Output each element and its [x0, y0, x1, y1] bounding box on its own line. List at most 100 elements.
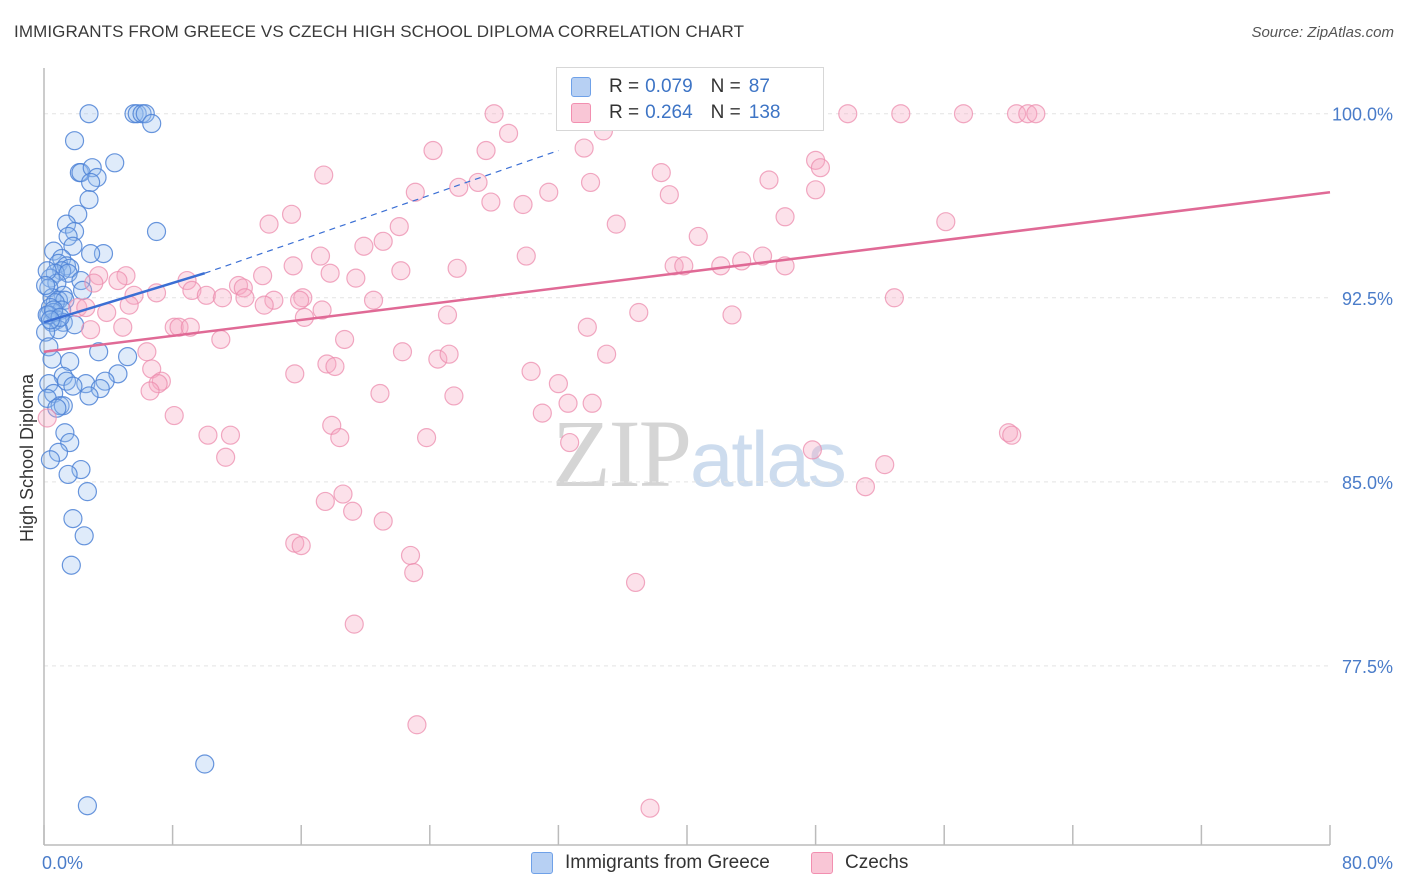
czechs-point	[212, 288, 233, 308]
czechs-point	[574, 138, 594, 158]
czechs-point	[317, 354, 337, 374]
axes	[43, 68, 1331, 846]
greece-point	[135, 104, 155, 124]
greece-point	[61, 555, 81, 575]
czechs-point	[235, 288, 255, 308]
series-czechs-points	[37, 104, 1046, 818]
czechs-point	[180, 317, 200, 337]
czechs-point	[810, 158, 831, 178]
source-credit: Source: ZipAtlas.com	[1251, 24, 1394, 41]
czechs-point	[312, 300, 332, 320]
czechs-point	[281, 204, 302, 224]
greece-point	[105, 153, 125, 173]
czechs-point	[81, 320, 101, 340]
czechs-point	[759, 170, 779, 190]
correlation-legend: R = 0.079 N = 87 R = 0.264 N = 138	[556, 67, 824, 131]
czechs-point	[597, 344, 617, 364]
czechs-point	[289, 290, 310, 310]
czechs-point	[651, 163, 671, 183]
greece-point	[40, 450, 61, 470]
czechs-point	[875, 455, 895, 475]
legend-r-label: R =	[609, 76, 640, 97]
legend-n-value-czechs: 138	[748, 102, 781, 123]
czechs-point	[449, 177, 469, 197]
czechs-point	[407, 715, 427, 735]
czechs-trend-line	[43, 191, 1331, 353]
greece-point	[81, 172, 101, 193]
czechs-point	[373, 231, 393, 251]
greece-point	[55, 423, 75, 443]
czechs-point	[805, 180, 826, 200]
czechs-point	[1006, 104, 1027, 124]
czechs-point	[625, 572, 646, 593]
czechs-point	[283, 256, 303, 276]
czechs-point	[580, 172, 601, 193]
greece-point	[63, 236, 83, 256]
legend-n-value-greece: 87	[748, 76, 770, 97]
czechs-point	[389, 217, 409, 237]
watermark-zip: ZIP	[552, 400, 692, 507]
greece-point	[82, 158, 102, 178]
legend-n-label: N =	[710, 102, 741, 123]
czechs-point	[233, 278, 253, 298]
czechs-point	[113, 317, 133, 337]
greece-point	[64, 221, 85, 242]
czechs-point	[444, 386, 464, 406]
czechs-point	[259, 214, 279, 234]
czechs-point	[137, 342, 157, 362]
czechs-point	[1026, 104, 1046, 124]
greece-point	[89, 342, 109, 362]
czechs-point	[484, 104, 504, 124]
czechs-point	[447, 258, 467, 278]
greece-point	[195, 754, 215, 774]
czechs-point	[513, 194, 533, 215]
czechs-point	[363, 290, 384, 310]
watermark-atlas: atlas	[690, 415, 847, 503]
greece-point	[77, 482, 98, 502]
czechs-point	[404, 563, 424, 583]
czechs-point	[310, 246, 331, 266]
czechs-point	[548, 374, 569, 394]
czechs-point	[37, 408, 57, 428]
czechs-point	[953, 104, 974, 124]
czechs-point	[582, 393, 602, 413]
y-tick-label: 100.0%	[1332, 105, 1393, 125]
czechs-point	[196, 285, 216, 305]
czechs-point	[216, 447, 236, 467]
legend-r-value-greece: 0.079	[645, 76, 693, 97]
greece-point	[42, 349, 62, 369]
czechs-point	[640, 798, 660, 818]
y-tick-label: 77.5%	[1342, 657, 1393, 677]
y-tick-label: 92.5%	[1342, 289, 1393, 309]
czechs-point	[476, 140, 496, 161]
czechs-point	[437, 305, 458, 325]
czechs-point	[664, 256, 684, 276]
czechs-point	[391, 261, 411, 281]
trend-lines	[43, 149, 1331, 353]
watermark: ZIPatlas	[552, 398, 847, 509]
czechs-point	[855, 477, 876, 497]
czechs-point	[164, 405, 184, 426]
czechs-point	[1018, 104, 1038, 124]
greece-trend-extension	[204, 149, 559, 274]
legend-row-greece: R = 0.079 N = 87	[571, 75, 770, 99]
legend-label-czechs: Czechs	[845, 852, 909, 873]
czechs-point	[344, 614, 364, 634]
legend-item-czechs[interactable]: Czechs	[811, 852, 908, 874]
czechs-point	[343, 501, 363, 521]
legend-item-greece[interactable]: Immigrants from Greece	[531, 852, 770, 874]
legend-swatch-greece	[571, 77, 591, 97]
czechs-point	[629, 302, 649, 323]
greece-point	[36, 275, 56, 296]
czechs-point	[140, 381, 160, 401]
czechs-point	[285, 364, 305, 384]
greece-point	[58, 226, 78, 247]
greece-point	[142, 113, 162, 134]
czechs-point	[253, 266, 273, 286]
series-greece-points	[36, 104, 215, 816]
axis-labels: 77.5% 85.0% 92.5% 100.0% 0.0% 80.0% High Schoo…	[17, 105, 1393, 873]
czechs-point	[802, 440, 822, 460]
legend-swatch-czechs	[811, 852, 833, 874]
czechs-point	[264, 290, 284, 310]
greece-point	[71, 459, 91, 480]
